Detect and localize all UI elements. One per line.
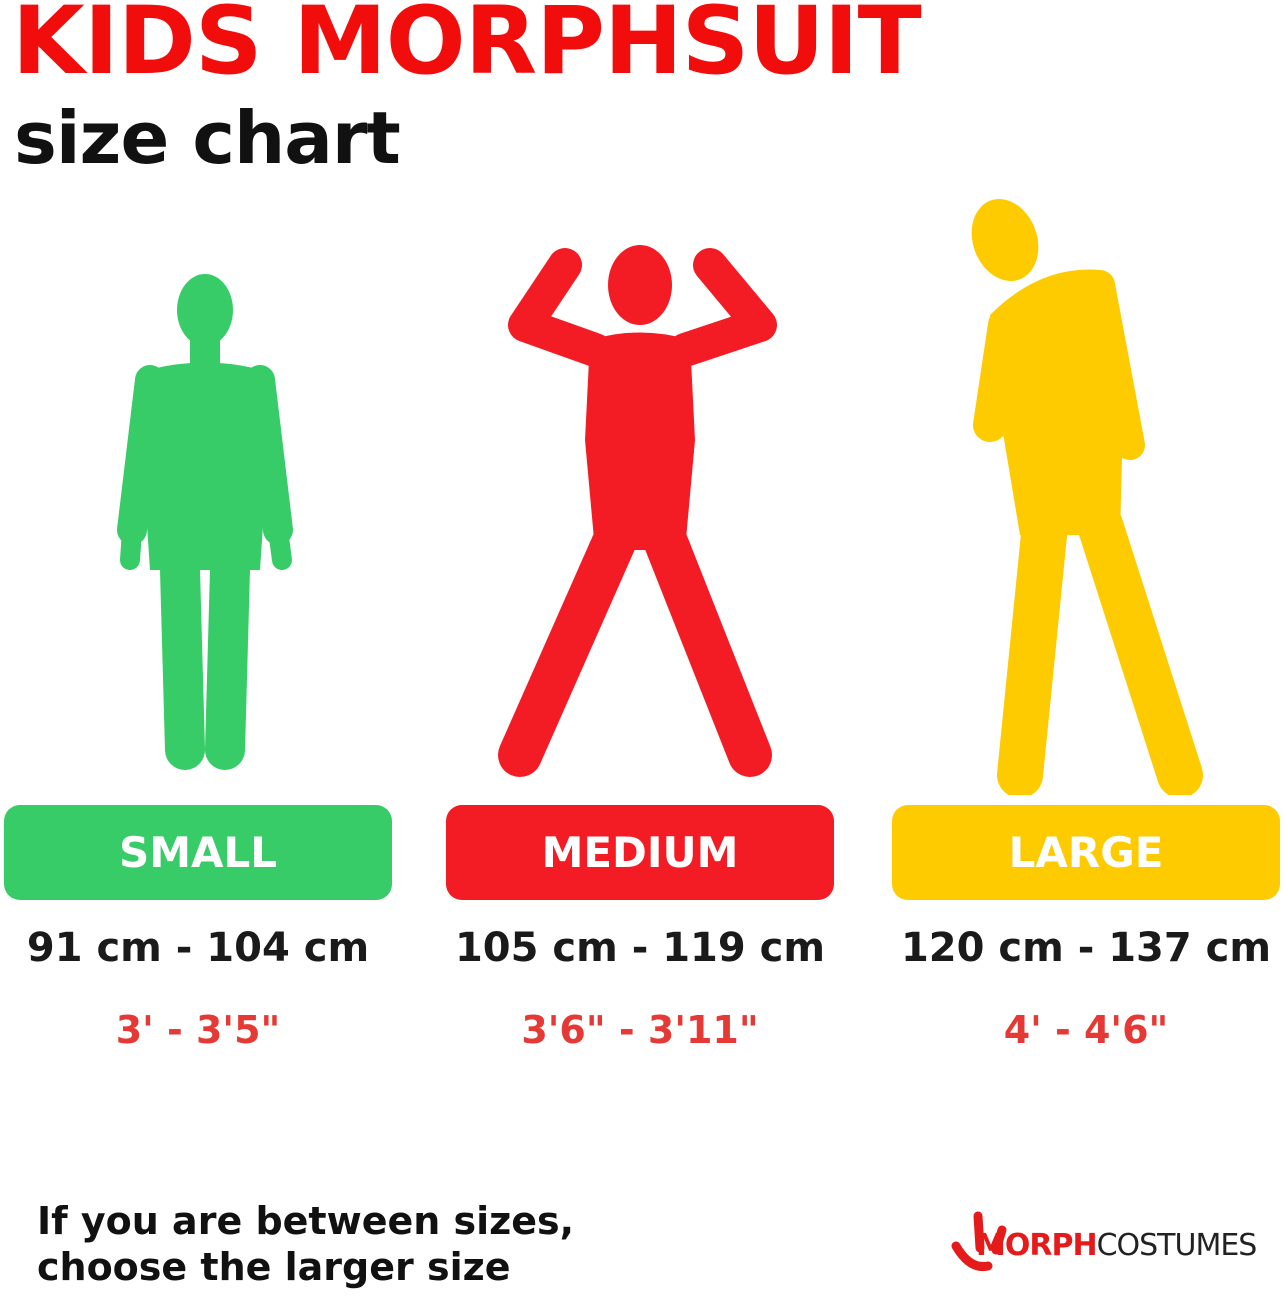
rock-hand-icon bbox=[951, 1211, 1007, 1272]
medium-height-ft: 3'6" - 3'11" bbox=[521, 1008, 759, 1052]
large-height-ft: 4' - 4'6" bbox=[1003, 1008, 1169, 1052]
size-badge-large: LARGE bbox=[892, 805, 1280, 900]
brand-logo: MORPHCOSTUMES bbox=[950, 1208, 1270, 1278]
sizing-note: If you are between sizes, choose the lar… bbox=[37, 1198, 574, 1290]
small-height-cm: 91 cm - 104 cm bbox=[26, 925, 370, 971]
flexing-child-silhouette bbox=[498, 245, 777, 777]
small-height-ft: 3' - 3'5" bbox=[115, 1008, 281, 1052]
page-subtitle: size chart bbox=[14, 96, 401, 180]
page-title: KIDS MORPHSUIT bbox=[12, 0, 922, 96]
sizing-note-line1: If you are between sizes, bbox=[37, 1199, 575, 1243]
size-badge-small: SMALL bbox=[4, 805, 392, 900]
logo-text-light: COSTUMES bbox=[1096, 1228, 1258, 1263]
sizing-note-line2: choose the larger size bbox=[37, 1245, 511, 1289]
medium-height-cm: 105 cm - 119 cm bbox=[454, 925, 826, 971]
large-height-cm: 120 cm - 137 cm bbox=[900, 925, 1272, 971]
posing-child-silhouette bbox=[971, 199, 1203, 795]
standing-child-silhouette bbox=[117, 274, 293, 770]
logo-text-bold: MORPH bbox=[976, 1228, 1098, 1263]
size-badge-medium: MEDIUM bbox=[446, 805, 834, 900]
